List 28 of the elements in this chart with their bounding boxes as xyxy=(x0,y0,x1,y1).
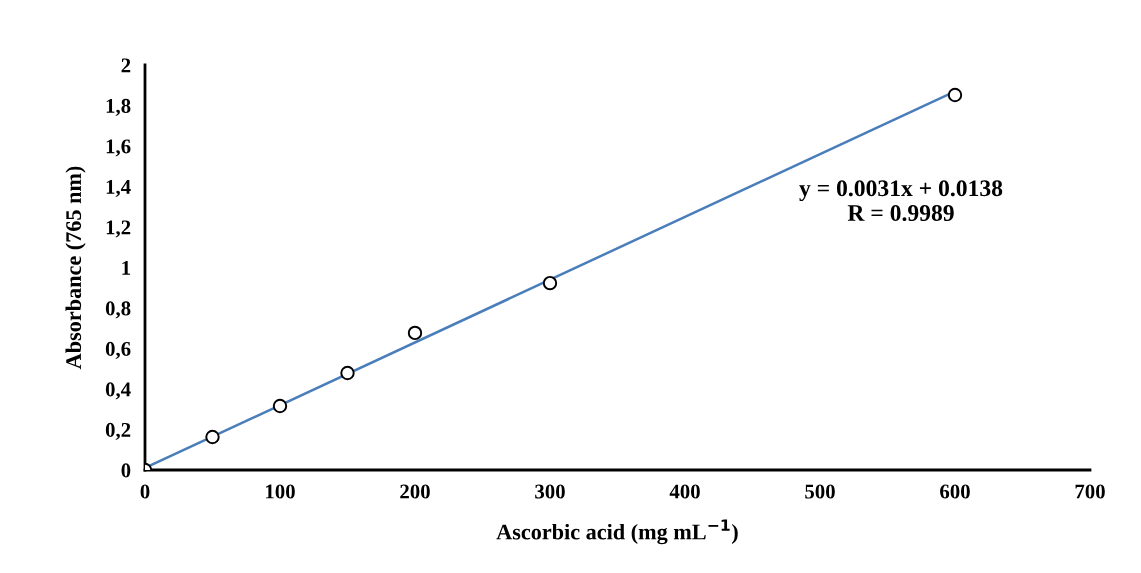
x-tick-label: 100 xyxy=(266,484,295,499)
y-tick-label: 0,4 xyxy=(105,382,131,400)
y-tick-label: 0,8 xyxy=(105,301,131,319)
y-tick-label: 1,6 xyxy=(106,139,131,157)
y-tick-label: 1 xyxy=(122,260,131,275)
point xyxy=(947,87,963,103)
x-tick-label: 500 xyxy=(805,484,835,499)
point xyxy=(542,275,558,291)
point xyxy=(407,325,423,341)
x-tick-label: 200 xyxy=(400,484,430,499)
x-tick-label: 600 xyxy=(940,484,970,499)
y-tick-label: 1,2 xyxy=(106,220,131,238)
x-tick-label: 700 xyxy=(1075,484,1105,499)
y-tick-label: 0 xyxy=(121,463,131,478)
y-axis-title: Absorbance (765 nm) xyxy=(65,166,86,370)
point xyxy=(340,365,355,381)
point xyxy=(272,398,288,414)
x-tick-label: 400 xyxy=(669,484,700,499)
x-tick-label: 300 xyxy=(535,484,565,499)
point xyxy=(205,429,220,445)
y-tick-label: 1,8 xyxy=(106,98,131,116)
y-tick-label: 0,2 xyxy=(105,422,131,440)
y-tick-label: 2 xyxy=(121,58,131,73)
x-axis-title: Ascorbic acid (mg mL$^{−1}$) xyxy=(496,519,738,545)
y-tick-label: 1,4 xyxy=(106,179,131,197)
y-tick-label: 0,6 xyxy=(105,341,131,359)
x-tick-label: 0 xyxy=(140,484,150,499)
annotation: y = 0.0031x + 0.0138 R = 0.9989 xyxy=(799,180,1003,222)
